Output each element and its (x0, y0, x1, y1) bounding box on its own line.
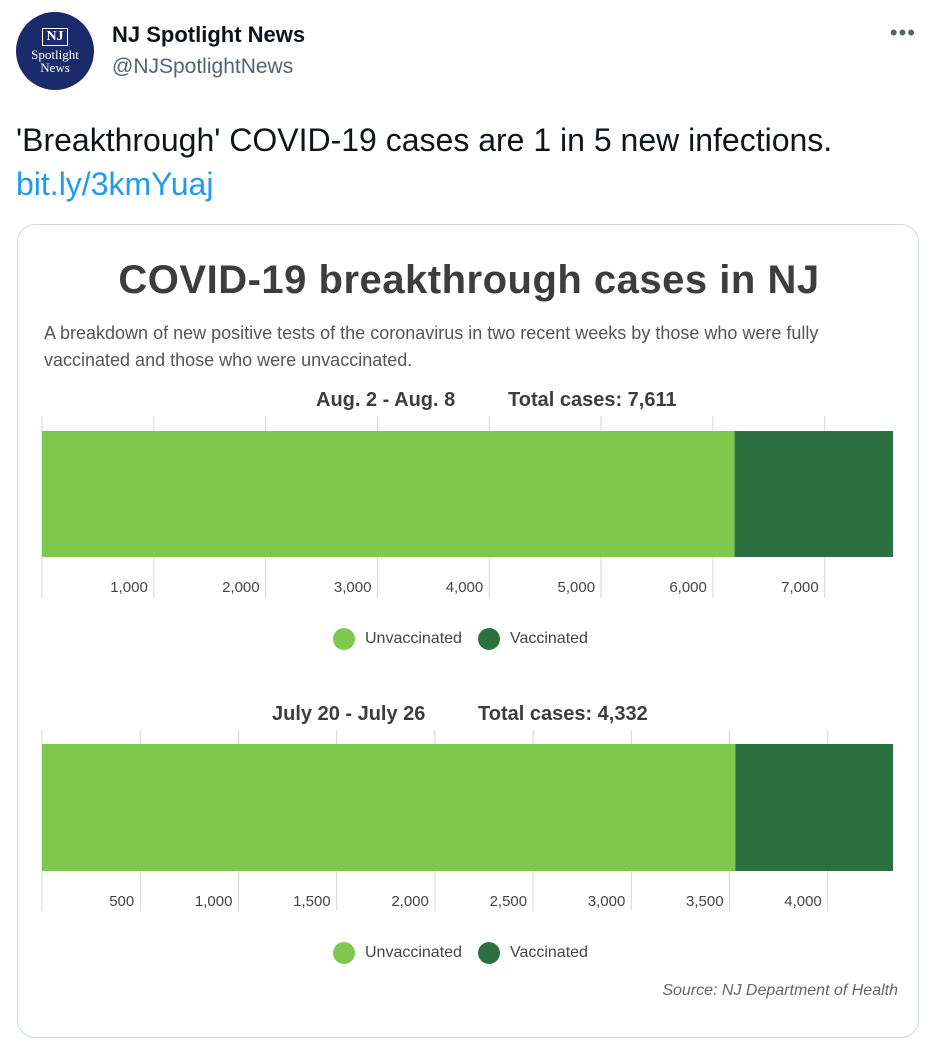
avatar[interactable]: NJ Spotlight News (16, 12, 94, 90)
panel-1-total: Total cases: 7,611 (508, 389, 677, 411)
tick-label: 3,500 (686, 893, 724, 910)
more-options-button[interactable]: ••• (889, 20, 916, 45)
panel-2-date-range: July 20 - July 26 (272, 703, 426, 725)
tweet-body: 'Breakthrough' COVID-19 cases are 1 in 5… (16, 122, 833, 158)
legend-item-vaccinated: Vaccinated (477, 628, 588, 650)
legend-label-vaccinated: Vaccinated (509, 944, 588, 961)
legend-item-unvaccinated: Unvaccinated (333, 942, 462, 964)
avatar-line-spotlight: Spotlight (31, 47, 79, 62)
chart-title: COVID-19 breakthrough cases in NJ (118, 258, 820, 302)
bar-segment-vaccinated (735, 744, 893, 871)
tick-label: 3,000 (334, 579, 372, 596)
legend-swatch-unvaccinated (333, 628, 355, 650)
legend-swatch-unvaccinated (333, 942, 355, 964)
legend-1: Unvaccinated Vaccinated (333, 628, 604, 650)
tick-label: 1,000 (195, 893, 233, 910)
panel-1-date-range: Aug. 2 - Aug. 8 (316, 389, 456, 411)
account-handle[interactable]: @NJSpotlightNews (112, 55, 294, 78)
chart-source: Source: NJ Department of Health (662, 982, 898, 999)
avatar-line-news: News (40, 60, 70, 75)
tweet-text: 'Breakthrough' COVID-19 cases are 1 in 5… (16, 118, 916, 206)
tick-label: 3,000 (588, 893, 626, 910)
legend-item-unvaccinated: Unvaccinated (333, 628, 462, 650)
tick-label: 500 (109, 893, 134, 910)
legend-swatch-vaccinated (477, 628, 500, 650)
legend-label-unvaccinated: Unvaccinated (365, 944, 462, 961)
bar-segment-unvaccinated (42, 744, 736, 871)
tick-label: 2,000 (391, 893, 429, 910)
bar-segment-unvaccinated (42, 431, 735, 557)
tick-label: 1,000 (110, 579, 148, 596)
chart-subtitle: A breakdown of new positive tests of the… (44, 323, 819, 370)
tick-label: 1,500 (293, 893, 331, 910)
tick-label: 4,000 (446, 579, 484, 596)
panel-2-total: Total cases: 4,332 (478, 703, 648, 725)
legend-item-vaccinated: Vaccinated (477, 942, 588, 964)
tweet-link[interactable]: bit.ly/3kmYuaj (16, 166, 214, 202)
media-card[interactable] (17, 224, 919, 1038)
tick-label: 6,000 (669, 579, 707, 596)
tick-label: 2,500 (490, 893, 528, 910)
tick-label: 7,000 (781, 579, 819, 596)
legend-2: Unvaccinated Vaccinated (333, 942, 604, 964)
legend-label-unvaccinated: Unvaccinated (365, 630, 462, 647)
avatar-line-nj: NJ (42, 28, 68, 46)
bar-segment-vaccinated (734, 431, 893, 557)
tick-label: 2,000 (222, 579, 260, 596)
legend-label-vaccinated: Vaccinated (509, 630, 588, 647)
account-name[interactable]: NJ Spotlight News (112, 22, 306, 47)
tick-label: 4,000 (784, 893, 822, 910)
legend-swatch-vaccinated (477, 942, 500, 964)
tick-label: 5,000 (558, 579, 596, 596)
